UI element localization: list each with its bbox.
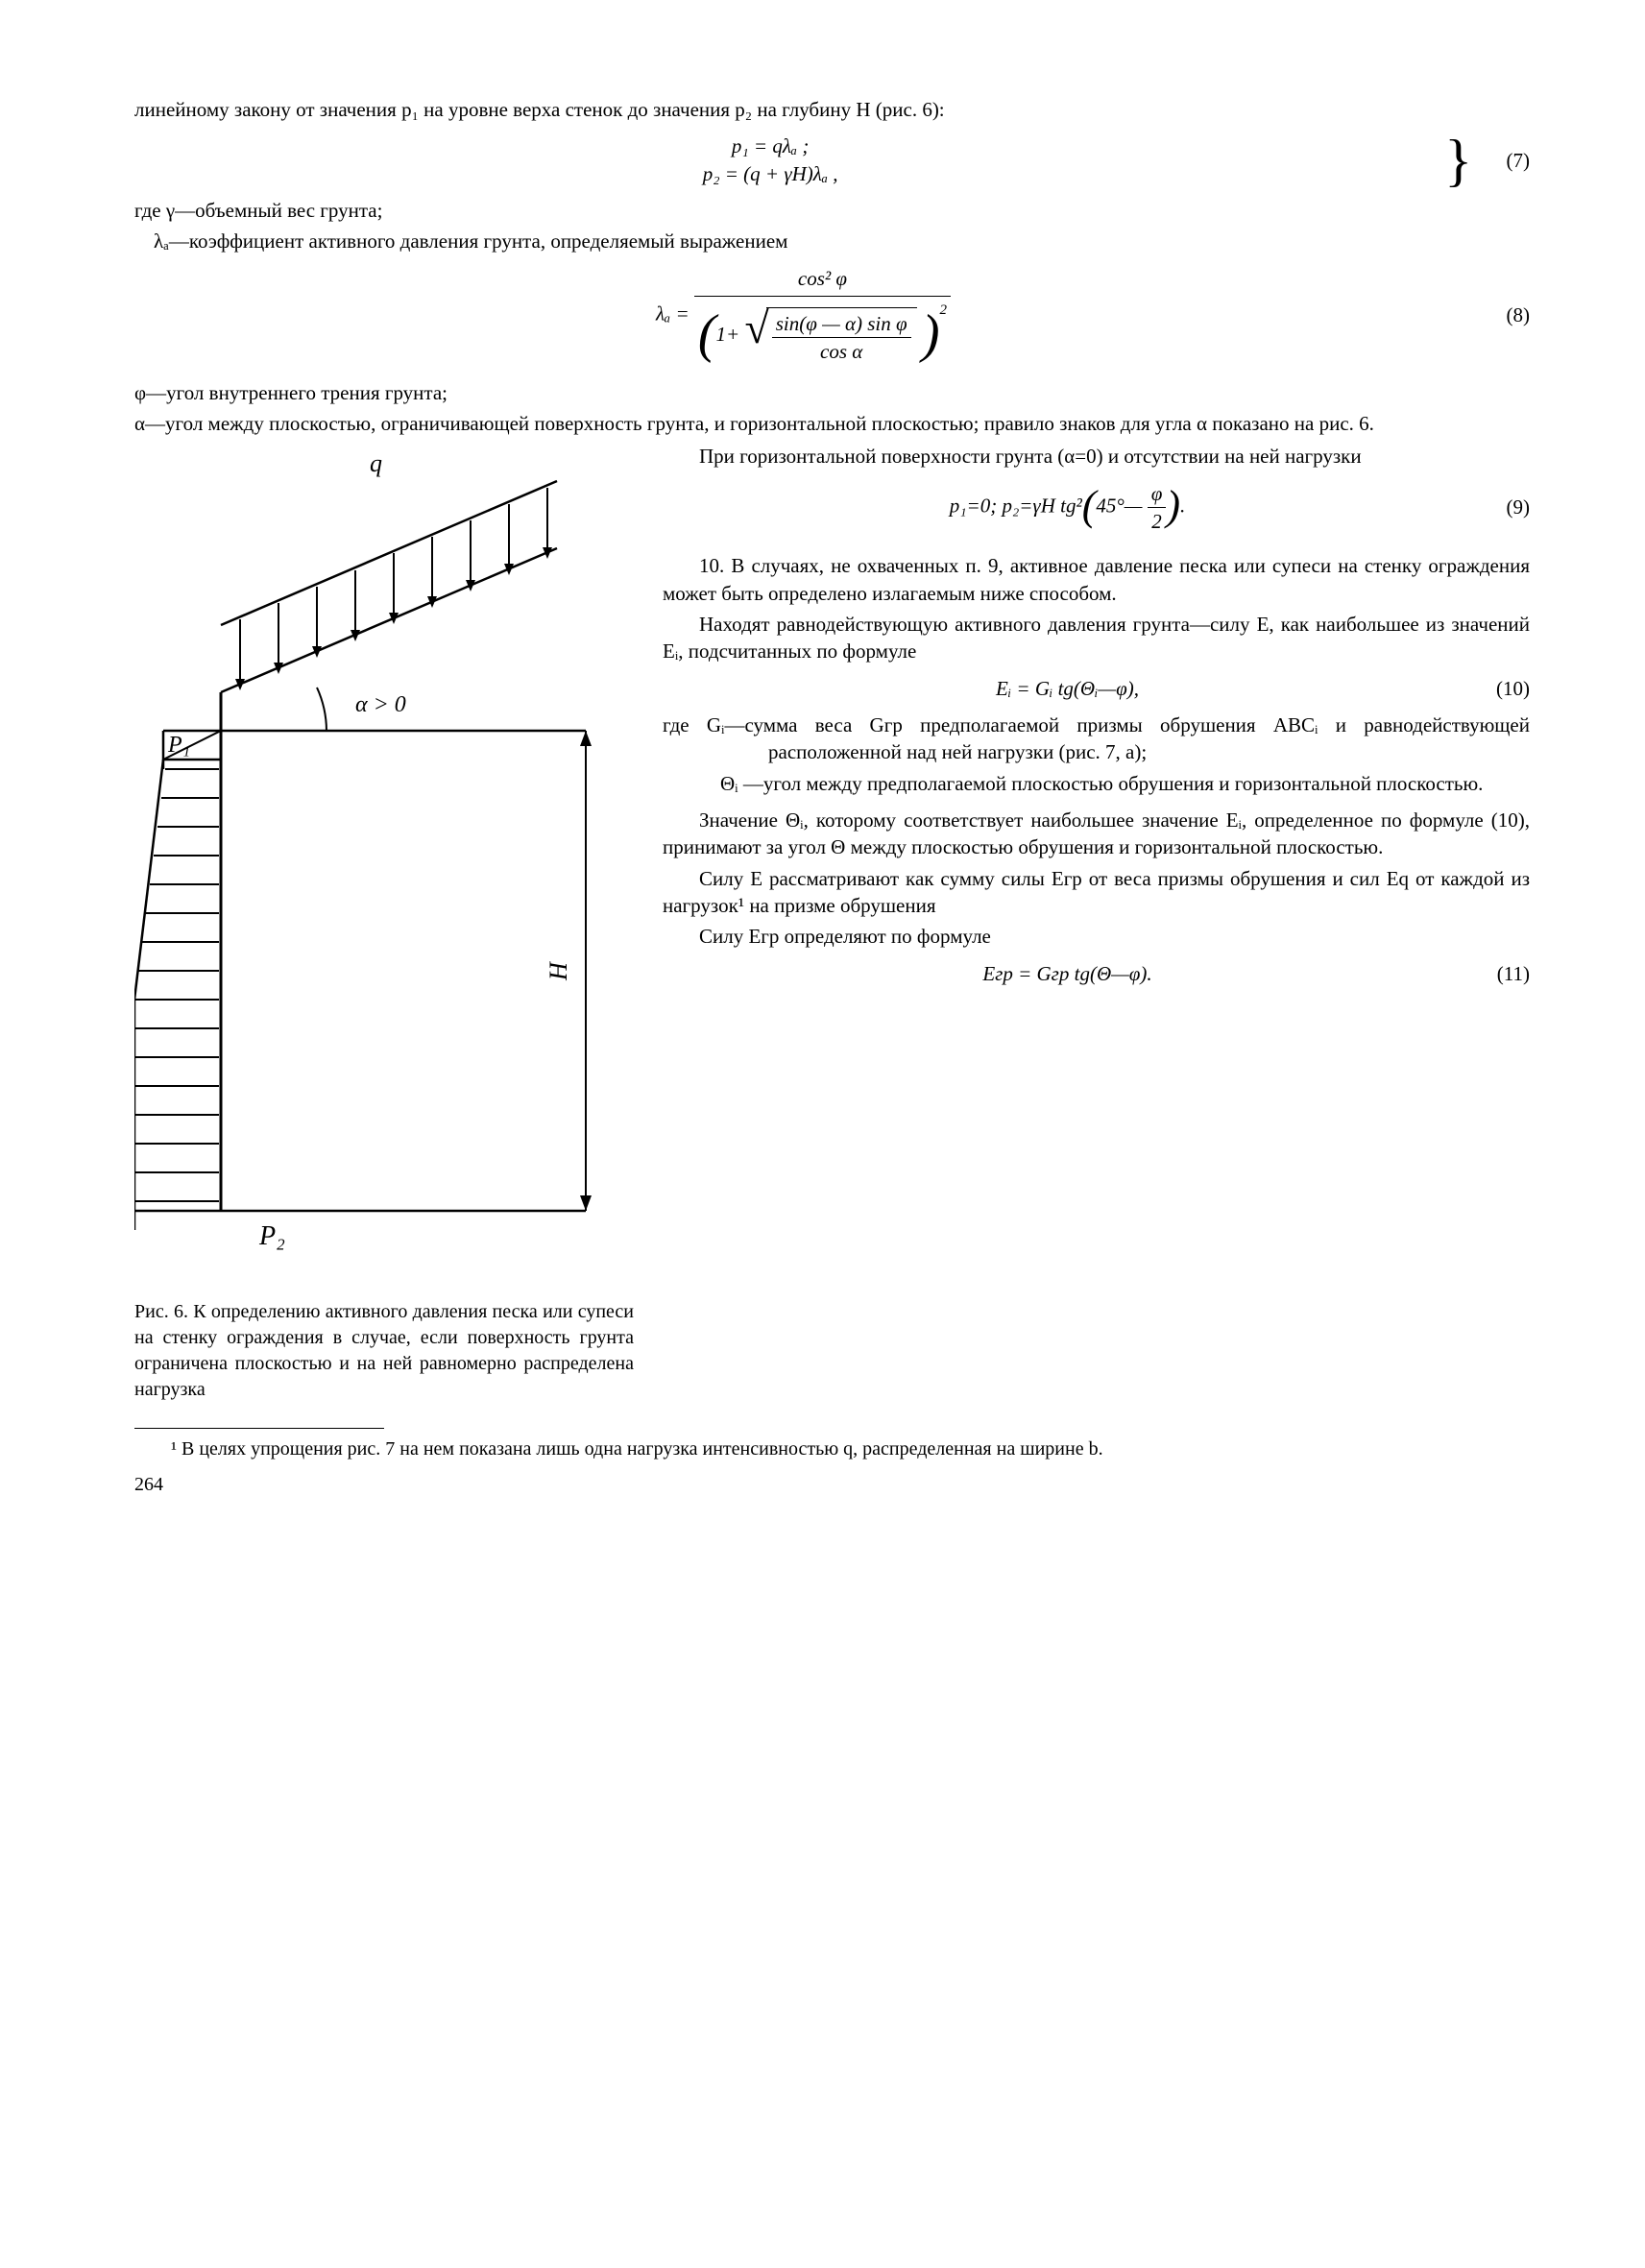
paragraph-10b: Находят равнодействующую активного давле… [663, 611, 1530, 665]
footnote-separator [134, 1428, 384, 1429]
alpha-definition: α—угол между плоскостью, ограничивающей … [134, 410, 1530, 437]
eq8-numerator: cos² φ [694, 265, 951, 297]
eq7-number: (7) [1472, 147, 1530, 174]
figure-6-caption: Рис. 6. К определению активного давления… [134, 1299, 634, 1403]
eq9-inner: 45°— [1096, 494, 1147, 517]
eq7-line1: p₁ = qλₐ ; [134, 133, 1406, 159]
eq9-number: (9) [1472, 494, 1530, 520]
svg-text:H: H [544, 961, 572, 981]
svg-text:q: q [370, 449, 382, 477]
eq10-number: (10) [1472, 675, 1530, 702]
eq7-line2: p₂ = (q + γH)λₐ , [134, 160, 1406, 187]
eq8-inner-den: cos α [772, 338, 911, 365]
footnote-1: ¹ В целях упрощения рис. 7 на нем показа… [134, 1436, 1530, 1462]
paragraph-Egr: Силу Eгр определяют по формуле [663, 923, 1530, 950]
equation-9: p₁=0; p₂=γH tg²(45°— φ2). (9) [663, 480, 1530, 536]
intro-paragraph: линейному закону от значения p₁ на уровн… [134, 96, 1530, 123]
theta-definition: Θᵢ —угол между предполагаемой плоскостью… [663, 770, 1530, 797]
equation-7: p₁ = qλₐ ; p₂ = (q + γH)λₐ , } (7) [134, 133, 1530, 187]
gi-definition: где Gᵢ—сумма веса Gгр предполагаемой при… [663, 712, 1530, 766]
eq9-frac-num: φ [1148, 480, 1167, 508]
equation-11: Eгр = Gгр tg(Θ—φ). (11) [663, 960, 1530, 987]
page-number: 264 [134, 1472, 1530, 1498]
eq8-inner-num: sin(φ — α) sin φ [772, 310, 911, 338]
svg-text:α > 0: α > 0 [355, 692, 406, 717]
eq11-number: (11) [1472, 960, 1530, 987]
eq8-lhs: λₐ = [656, 302, 689, 325]
phi-definition: φ—угол внутреннего трения грунта; [134, 379, 1530, 406]
eq10-body: Eᵢ = Gᵢ tg(Θᵢ—φ), [663, 675, 1472, 702]
equation-8: λₐ = cos² φ (1+ √ sin(φ — α) sin φ cos α… [134, 265, 1530, 366]
eq9-frac-den: 2 [1148, 508, 1167, 535]
svg-text:P₁: P₁ [167, 733, 190, 758]
paragraph-theta: Значение Θᵢ, которому соответствует наиб… [663, 807, 1530, 861]
eq9-body: p₁=0; p₂=γH tg² [950, 494, 1082, 517]
gamma-definition: где γ—объемный вес грунта; [134, 197, 1530, 224]
figure-6: q α > 0 P₁ [134, 443, 634, 1288]
paragraph-10: 10. В случаях, не охваченных п. 9, актив… [663, 552, 1530, 607]
equation-10: Eᵢ = Gᵢ tg(Θᵢ—φ), (10) [663, 675, 1530, 702]
paragraph-E: Силу E рассматривают как сумму силы Eгр … [663, 865, 1530, 920]
lambda-definition: λₐ—коэффициент активного давления грунта… [134, 228, 1530, 254]
brace-icon: } [1444, 140, 1472, 181]
para-horizontal-surface: При горизонтальной поверхности грунта (α… [663, 443, 1530, 470]
eq11-body: Eгр = Gгр tg(Θ—φ). [663, 960, 1472, 987]
eq8-number: (8) [1472, 302, 1530, 328]
svg-text:P₂: P₂ [258, 1221, 285, 1251]
